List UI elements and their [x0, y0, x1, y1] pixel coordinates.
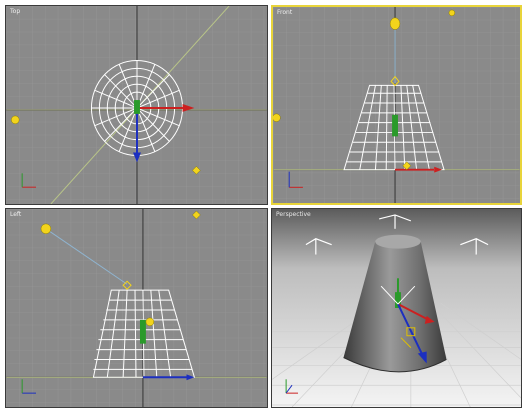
light-target-line [45, 228, 128, 285]
light-icon-top [11, 115, 201, 175]
light-target-icon [390, 75, 400, 87]
viewport-label-perspective[interactable]: Perspective [276, 211, 311, 218]
axis-tripod-top [21, 173, 37, 188]
viewport-top[interactable]: Top [5, 5, 268, 205]
viewport-left[interactable]: Left [5, 208, 268, 408]
light-icon-left [40, 210, 201, 327]
selection-brackets [305, 214, 489, 255]
light-icon-front [273, 9, 456, 171]
axis-tripod-front [288, 171, 303, 188]
transform-gizmo-perspective [380, 278, 435, 364]
perspective-grid [272, 302, 521, 407]
left-viewport-canvas[interactable] [6, 209, 267, 407]
viewport-perspective[interactable]: Perspective [271, 208, 522, 408]
transform-gizmo-top [133, 100, 195, 163]
viewport-label-left[interactable]: Left [10, 211, 22, 218]
perspective-viewport-canvas[interactable] [272, 209, 521, 407]
viewport-front[interactable]: Front [271, 5, 522, 205]
viewport-label-top[interactable]: Top [10, 8, 21, 15]
top-viewport-canvas[interactable] [6, 6, 267, 204]
transform-gizmo-front [392, 114, 443, 173]
front-viewport-canvas[interactable] [273, 7, 520, 203]
viewport-label-front[interactable]: Front [277, 9, 293, 16]
axis-tripod-left [21, 379, 37, 394]
axis-tripod-perspective [285, 379, 298, 394]
transform-gizmo-left [139, 319, 195, 381]
